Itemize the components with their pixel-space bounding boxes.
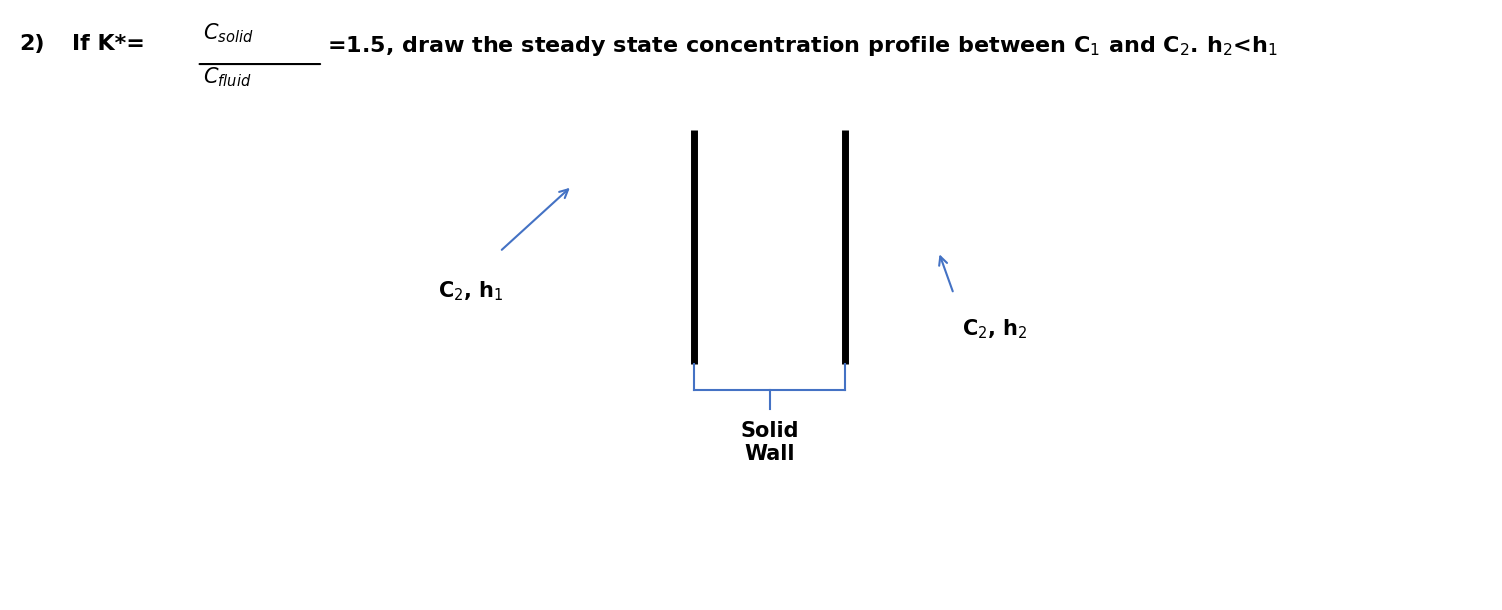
Text: 2): 2)	[20, 34, 45, 54]
Text: $\mathit{C}_{\mathit{fluid}}$: $\mathit{C}_{\mathit{fluid}}$	[203, 66, 251, 90]
Text: If K*=: If K*=	[72, 34, 146, 54]
Text: C$_2$, h$_1$: C$_2$, h$_1$	[439, 280, 503, 303]
Text: Solid
Wall: Solid Wall	[740, 421, 799, 464]
Text: =1.5, draw the steady state concentration profile between C$_1$ and C$_2$. h$_2$: =1.5, draw the steady state concentratio…	[327, 34, 1278, 57]
Text: C$_2$, h$_2$: C$_2$, h$_2$	[961, 317, 1027, 341]
Text: $\mathit{C}_{\mathit{solid}}$: $\mathit{C}_{\mathit{solid}}$	[203, 21, 254, 45]
